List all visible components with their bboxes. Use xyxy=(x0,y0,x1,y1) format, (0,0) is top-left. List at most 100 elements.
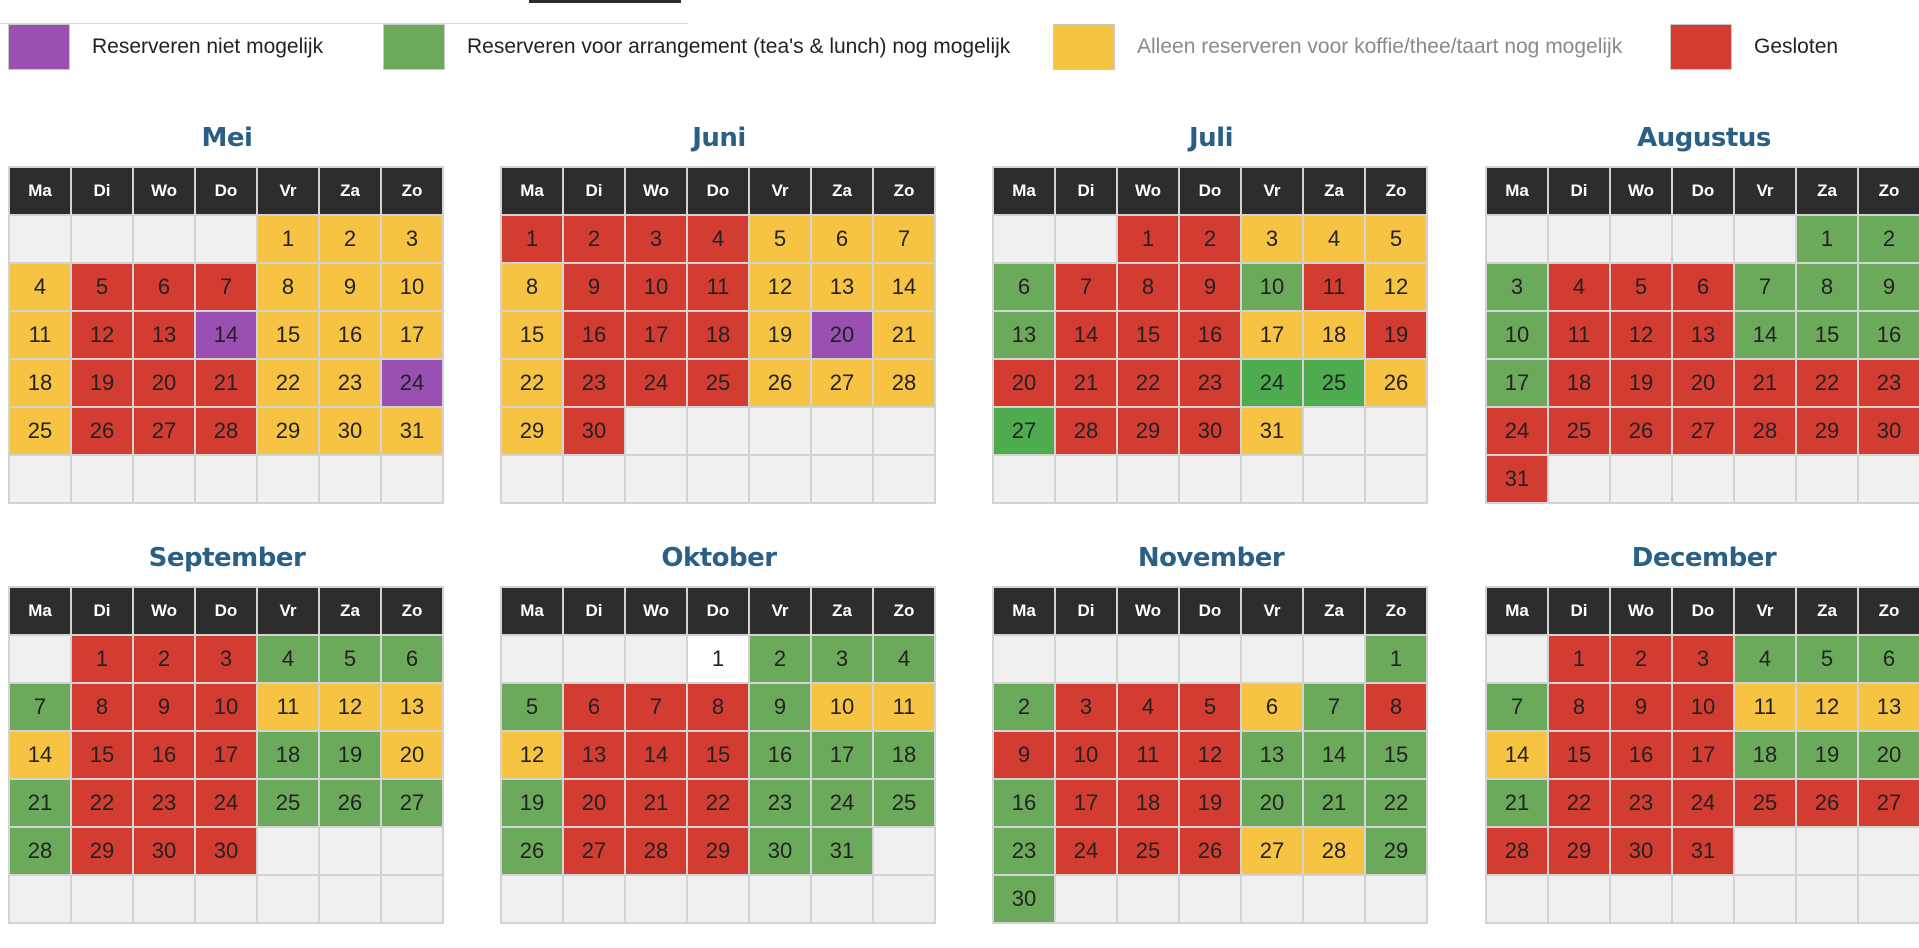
day-cell[interactable]: 15 xyxy=(1549,732,1611,780)
day-cell[interactable]: 2 xyxy=(1180,216,1242,264)
day-cell[interactable]: 15 xyxy=(1118,312,1180,360)
day-cell[interactable]: 14 xyxy=(626,732,688,780)
day-cell[interactable]: 12 xyxy=(1611,312,1673,360)
day-cell[interactable]: 6 xyxy=(994,264,1056,312)
day-cell[interactable]: 12 xyxy=(320,684,382,732)
day-cell[interactable]: 11 xyxy=(1735,684,1797,732)
day-cell[interactable]: 1 xyxy=(1118,216,1180,264)
day-cell[interactable]: 22 xyxy=(1797,360,1859,408)
day-cell[interactable]: 20 xyxy=(1673,360,1735,408)
day-cell[interactable]: 23 xyxy=(1611,780,1673,828)
day-cell[interactable]: 25 xyxy=(1304,360,1366,408)
day-cell[interactable]: 6 xyxy=(1859,636,1919,684)
day-cell[interactable]: 5 xyxy=(750,216,812,264)
day-cell[interactable]: 30 xyxy=(750,828,812,876)
day-cell[interactable]: 21 xyxy=(1304,780,1366,828)
day-cell[interactable]: 13 xyxy=(134,312,196,360)
day-cell[interactable]: 1 xyxy=(258,216,320,264)
day-cell[interactable]: 30 xyxy=(1611,828,1673,876)
day-cell[interactable]: 24 xyxy=(626,360,688,408)
day-cell[interactable]: 25 xyxy=(10,408,72,456)
day-cell[interactable]: 31 xyxy=(812,828,874,876)
day-cell[interactable]: 6 xyxy=(1673,264,1735,312)
day-cell[interactable]: 16 xyxy=(564,312,626,360)
day-cell[interactable]: 12 xyxy=(72,312,134,360)
day-cell[interactable]: 18 xyxy=(1735,732,1797,780)
day-cell[interactable]: 2 xyxy=(320,216,382,264)
day-cell[interactable]: 8 xyxy=(688,684,750,732)
day-cell[interactable]: 4 xyxy=(1304,216,1366,264)
day-cell[interactable]: 14 xyxy=(1304,732,1366,780)
day-cell[interactable]: 2 xyxy=(564,216,626,264)
day-cell[interactable]: 31 xyxy=(1673,828,1735,876)
day-cell[interactable]: 5 xyxy=(1180,684,1242,732)
day-cell[interactable]: 19 xyxy=(1611,360,1673,408)
day-cell[interactable]: 23 xyxy=(1180,360,1242,408)
day-cell[interactable]: 24 xyxy=(812,780,874,828)
day-cell[interactable]: 22 xyxy=(1549,780,1611,828)
day-cell[interactable]: 11 xyxy=(258,684,320,732)
day-cell[interactable]: 21 xyxy=(626,780,688,828)
day-cell[interactable]: 16 xyxy=(1859,312,1919,360)
day-cell[interactable]: 27 xyxy=(382,780,444,828)
day-cell[interactable]: 17 xyxy=(1242,312,1304,360)
day-cell[interactable]: 20 xyxy=(994,360,1056,408)
day-cell[interactable]: 26 xyxy=(502,828,564,876)
day-cell[interactable]: 2 xyxy=(1611,636,1673,684)
day-cell[interactable]: 6 xyxy=(812,216,874,264)
day-cell[interactable]: 29 xyxy=(1549,828,1611,876)
day-cell[interactable]: 15 xyxy=(258,312,320,360)
day-cell[interactable]: 10 xyxy=(1673,684,1735,732)
day-cell[interactable]: 28 xyxy=(196,408,258,456)
day-cell[interactable]: 13 xyxy=(1859,684,1919,732)
day-cell[interactable]: 10 xyxy=(382,264,444,312)
day-cell[interactable]: 9 xyxy=(1611,684,1673,732)
day-cell[interactable]: 16 xyxy=(1611,732,1673,780)
day-cell[interactable]: 16 xyxy=(1180,312,1242,360)
day-cell[interactable]: 10 xyxy=(1487,312,1549,360)
day-cell[interactable]: 7 xyxy=(196,264,258,312)
day-cell[interactable]: 9 xyxy=(994,732,1056,780)
day-cell[interactable]: 28 xyxy=(10,828,72,876)
day-cell[interactable]: 16 xyxy=(750,732,812,780)
day-cell[interactable]: 6 xyxy=(382,636,444,684)
day-cell[interactable]: 20 xyxy=(382,732,444,780)
day-cell[interactable]: 28 xyxy=(1056,408,1118,456)
day-cell[interactable]: 17 xyxy=(382,312,444,360)
day-cell[interactable]: 2 xyxy=(1859,216,1919,264)
day-cell[interactable]: 7 xyxy=(10,684,72,732)
day-cell[interactable]: 30 xyxy=(564,408,626,456)
day-cell[interactable]: 10 xyxy=(1242,264,1304,312)
day-cell[interactable]: 29 xyxy=(1797,408,1859,456)
day-cell[interactable]: 24 xyxy=(1487,408,1549,456)
day-cell[interactable]: 25 xyxy=(1549,408,1611,456)
day-cell[interactable]: 25 xyxy=(1735,780,1797,828)
day-cell[interactable]: 19 xyxy=(72,360,134,408)
day-cell[interactable]: 7 xyxy=(1487,684,1549,732)
day-cell[interactable]: 3 xyxy=(1242,216,1304,264)
day-cell[interactable]: 29 xyxy=(1118,408,1180,456)
day-cell[interactable]: 23 xyxy=(1859,360,1919,408)
day-cell[interactable]: 9 xyxy=(1859,264,1919,312)
day-cell[interactable]: 16 xyxy=(320,312,382,360)
day-cell[interactable]: 8 xyxy=(258,264,320,312)
day-cell[interactable]: 1 xyxy=(72,636,134,684)
day-cell[interactable]: 8 xyxy=(1366,684,1428,732)
day-cell[interactable]: 27 xyxy=(812,360,874,408)
day-cell[interactable]: 8 xyxy=(502,264,564,312)
day-cell[interactable]: 8 xyxy=(72,684,134,732)
day-cell[interactable]: 28 xyxy=(1735,408,1797,456)
day-cell[interactable]: 7 xyxy=(1056,264,1118,312)
day-cell[interactable]: 28 xyxy=(1487,828,1549,876)
day-cell[interactable]: 1 xyxy=(688,636,750,684)
day-cell[interactable]: 5 xyxy=(502,684,564,732)
day-cell[interactable]: 22 xyxy=(502,360,564,408)
day-cell[interactable]: 10 xyxy=(626,264,688,312)
day-cell[interactable]: 26 xyxy=(320,780,382,828)
day-cell[interactable]: 3 xyxy=(1673,636,1735,684)
day-cell[interactable]: 10 xyxy=(812,684,874,732)
day-cell[interactable]: 14 xyxy=(196,312,258,360)
day-cell[interactable]: 9 xyxy=(320,264,382,312)
day-cell[interactable]: 24 xyxy=(1056,828,1118,876)
day-cell[interactable]: 24 xyxy=(382,360,444,408)
